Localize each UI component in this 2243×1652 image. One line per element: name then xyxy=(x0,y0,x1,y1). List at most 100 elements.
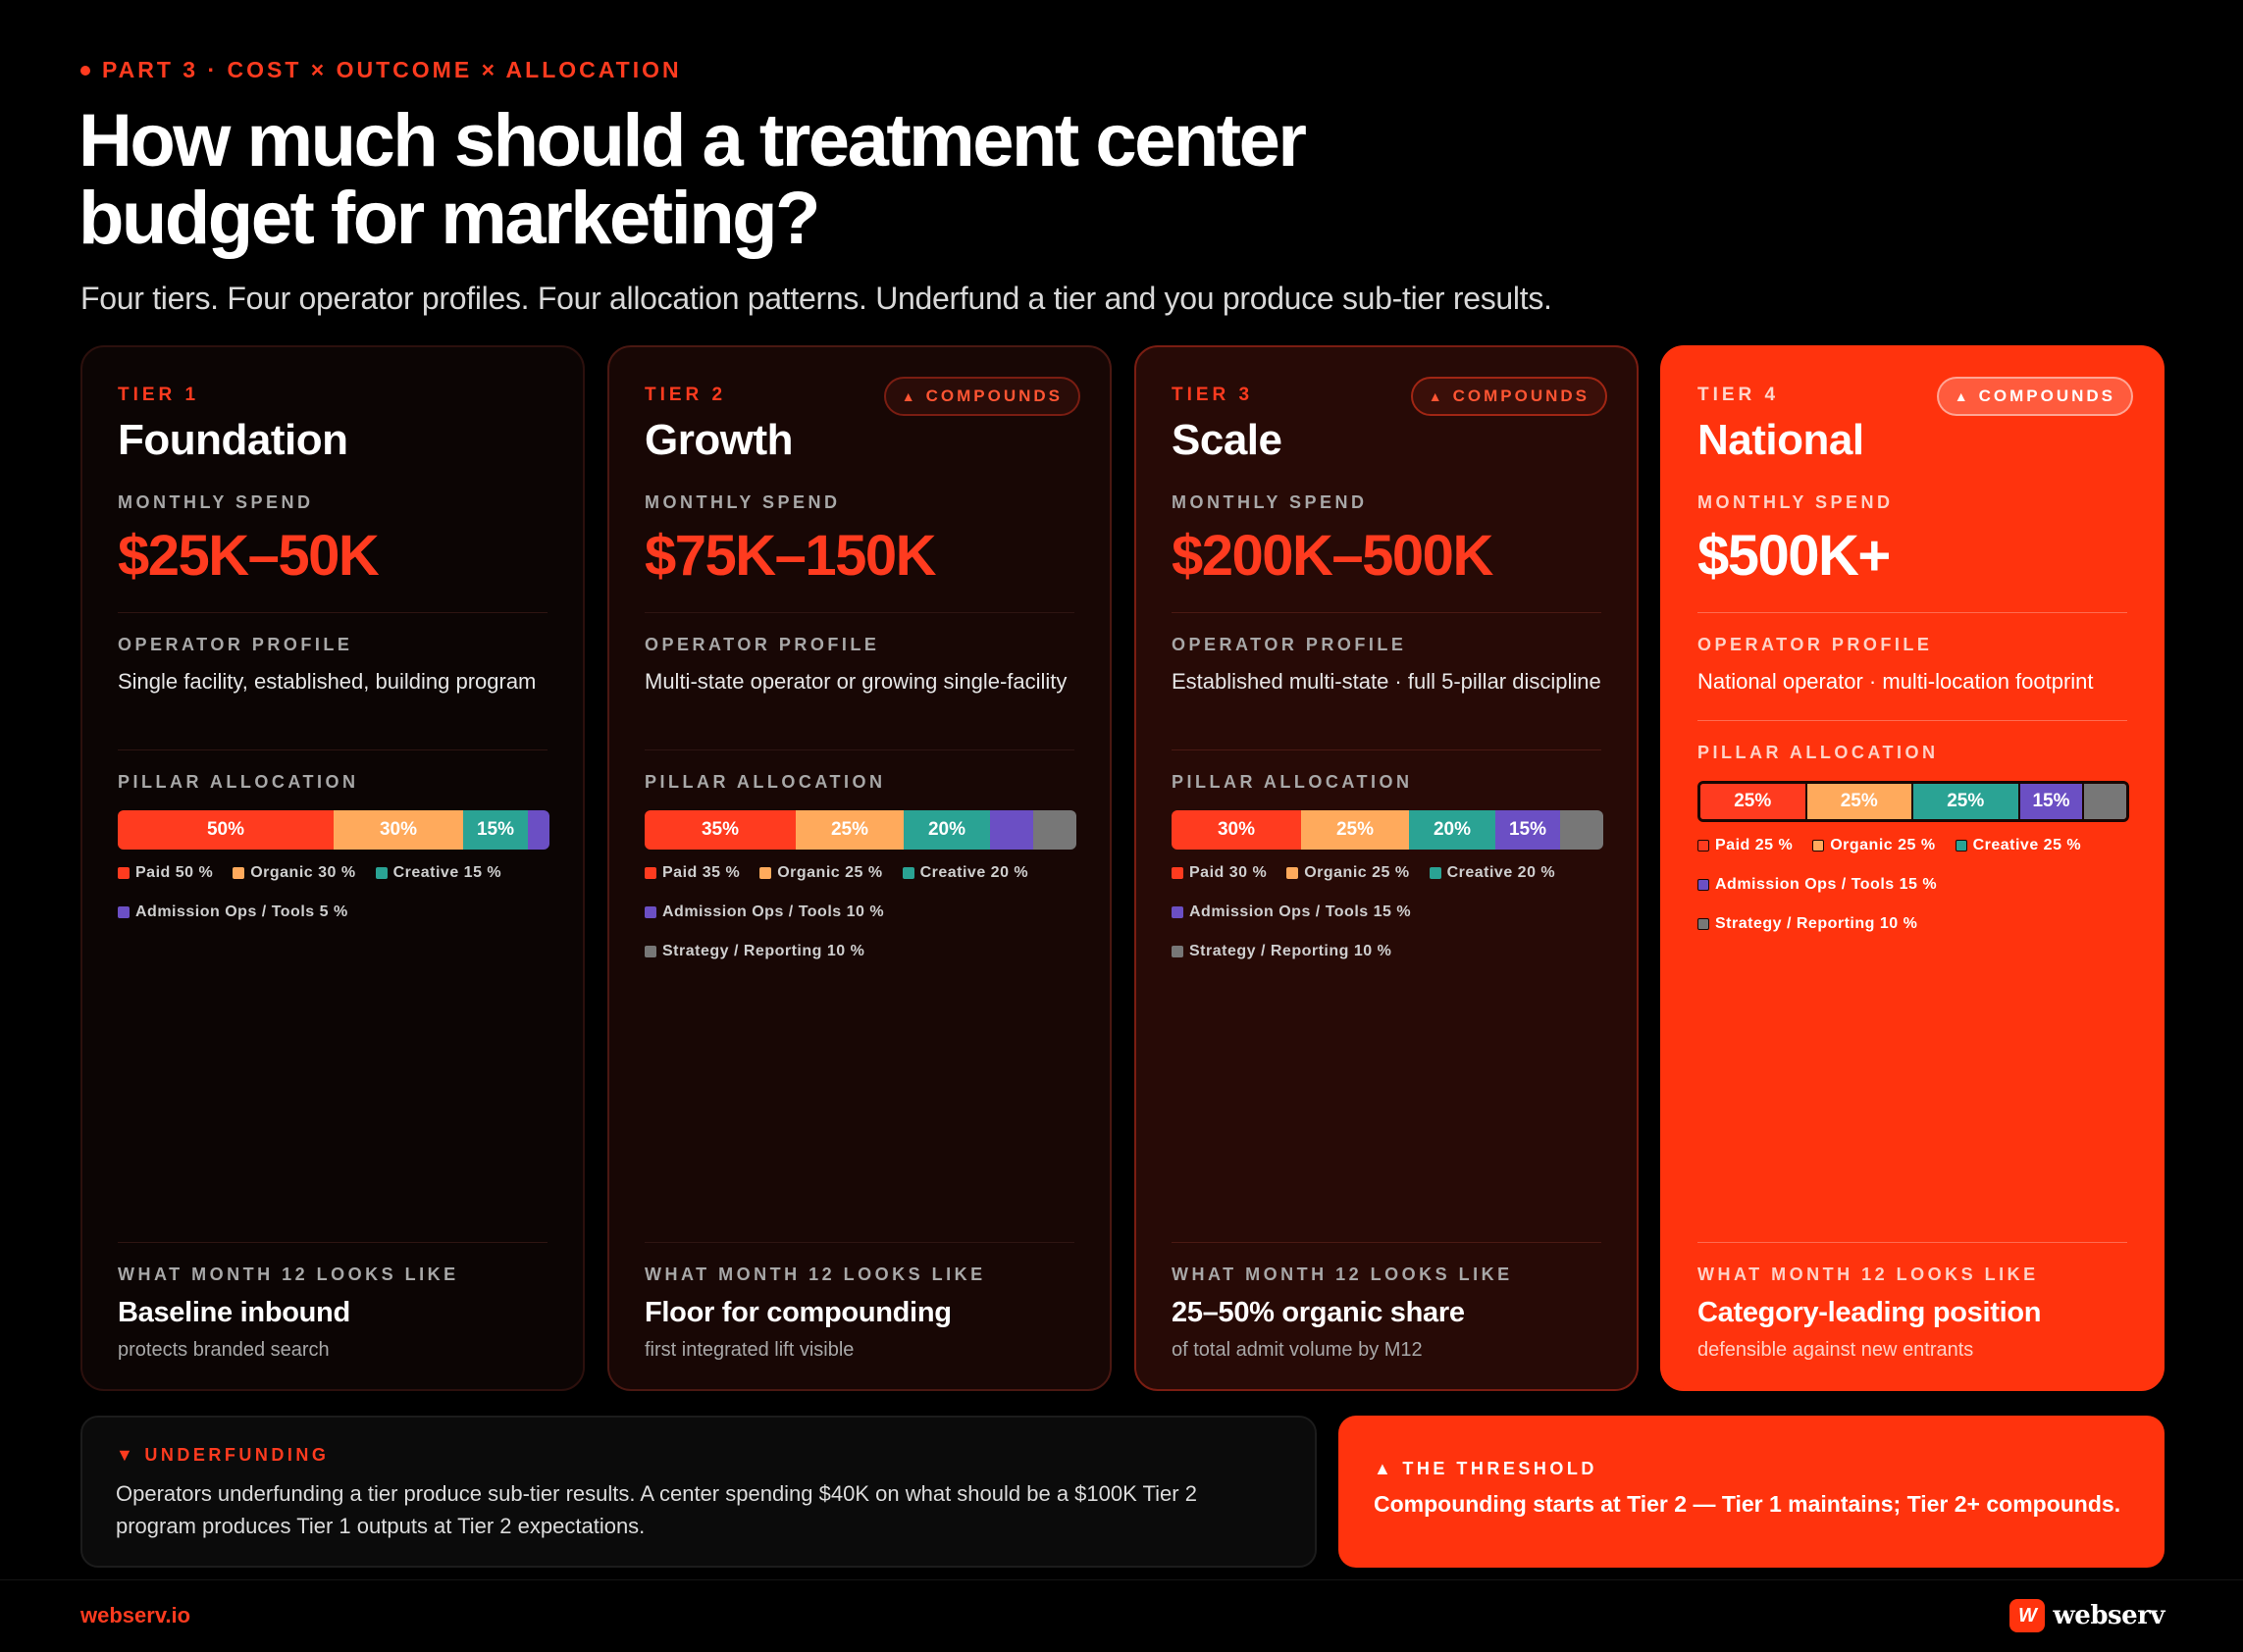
legend-swatch-icon xyxy=(645,946,656,957)
threshold-label: ▲ THE THRESHOLD xyxy=(1374,1459,2129,1479)
monthly-spend-value: $200K–500K xyxy=(1172,524,1493,588)
legend-label: Organic 30 % xyxy=(250,864,356,881)
month12-label: WHAT MONTH 12 LOOKS LIKE xyxy=(645,1265,986,1284)
divider xyxy=(1697,612,2127,613)
allocation-segment-admission xyxy=(528,810,549,850)
legend-label: Paid 25 % xyxy=(1715,837,1794,853)
legend-swatch-icon xyxy=(645,906,656,918)
divider xyxy=(1172,749,1601,750)
legend-item-organic: Organic 30 % xyxy=(233,863,355,883)
allocation-segment-admission xyxy=(990,810,1033,850)
legend-item-paid: Paid 50 % xyxy=(118,863,213,883)
legend-label: Admission Ops / Tools 5 % xyxy=(135,903,348,920)
month12-title: Floor for compounding xyxy=(645,1297,952,1328)
legend-label: Admission Ops / Tools 15 % xyxy=(1189,903,1412,920)
legend-label: Strategy / Reporting 10 % xyxy=(1189,943,1392,959)
legend-label: Strategy / Reporting 10 % xyxy=(662,943,865,959)
legend-label: Admission Ops / Tools 15 % xyxy=(1715,876,1938,893)
legend-label: Creative 25 % xyxy=(1972,837,2082,853)
legend-item-creative: Creative 25 % xyxy=(1955,836,2082,855)
operator-profile-text: Multi-state operator or growing single-f… xyxy=(645,669,1068,694)
month12-section: WHAT MONTH 12 LOOKS LIKE Category-leadin… xyxy=(1697,1242,2127,1362)
legend-item-organic: Organic 25 % xyxy=(1812,836,1935,855)
compounds-badge-label: COMPOUNDS xyxy=(1978,387,2115,405)
legend-swatch-icon xyxy=(645,867,656,879)
monthly-spend-label: MONTHLY SPEND xyxy=(1697,492,1894,512)
month12-subtitle: first integrated lift visible xyxy=(645,1339,855,1361)
legend-item-admission: Admission Ops / Tools 10 % xyxy=(645,903,1076,922)
legend-item-strategy: Strategy / Reporting 10 % xyxy=(1172,942,1603,961)
legend-swatch-icon xyxy=(1172,946,1183,957)
tier-name: Foundation xyxy=(118,416,348,464)
footer-url-link[interactable]: webserv.io xyxy=(80,1603,191,1627)
legend-swatch-icon xyxy=(1172,906,1183,918)
month12-label: WHAT MONTH 12 LOOKS LIKE xyxy=(118,1265,459,1284)
page-title: How much should a treatment center budge… xyxy=(78,99,1307,260)
allocation-bar: 50% 30% 15% xyxy=(118,810,549,850)
legend-item-paid: Paid 30 % xyxy=(1172,863,1267,883)
tier-label: TIER 1 xyxy=(118,385,200,405)
month12-subtitle: protects branded search xyxy=(118,1339,330,1361)
triangle-down-icon: ▼ xyxy=(116,1445,137,1465)
legend-item-admission: Admission Ops / Tools 15 % xyxy=(1697,875,2129,895)
legend-label: Strategy / Reporting 10 % xyxy=(1715,915,1918,932)
underfunding-panel: ▼ UNDERFUNDING Operators underfunding a … xyxy=(80,1416,1317,1568)
page-subtitle: Four tiers. Four operator profiles. Four… xyxy=(80,281,1552,316)
monthly-spend-value: $75K–150K xyxy=(645,524,937,588)
tier-label: TIER 4 xyxy=(1697,385,1780,405)
legend-swatch-icon xyxy=(1812,840,1825,852)
tier-card-2: ▲ COMPOUNDS TIER 2 Growth MONTHLY SPEND … xyxy=(607,345,1112,1391)
allocation-segment-admission: 15% xyxy=(1495,810,1560,850)
legend-swatch-icon xyxy=(1697,840,1709,852)
legend-label: Creative 20 % xyxy=(919,864,1029,881)
divider xyxy=(645,749,1074,750)
legend-swatch-icon xyxy=(1429,867,1441,879)
legend-label: Paid 35 % xyxy=(662,864,741,881)
allocation-bar: 35% 25% 20% xyxy=(645,810,1076,850)
legend-swatch-icon xyxy=(1172,867,1183,879)
allocation-segment-strategy xyxy=(1560,810,1603,850)
divider xyxy=(118,749,548,750)
allocation-segment-organic: 25% xyxy=(1806,784,1913,819)
legend-label: Admission Ops / Tools 10 % xyxy=(662,903,885,920)
eyebrow: PART 3 · COST × OUTCOME × ALLOCATION xyxy=(80,57,682,83)
monthly-spend-value: $500K+ xyxy=(1697,524,1891,588)
month12-title: 25–50% organic share xyxy=(1172,1297,1465,1328)
underfunding-label: ▼ UNDERFUNDING xyxy=(116,1445,1281,1466)
compounds-badge-label: COMPOUNDS xyxy=(925,387,1063,405)
legend-swatch-icon xyxy=(1697,879,1709,891)
legend-item-organic: Organic 25 % xyxy=(759,863,882,883)
compounds-badge-label: COMPOUNDS xyxy=(1452,387,1590,405)
allocation-legend: Paid 25 % Organic 25 % Creative 25 % Admiss… xyxy=(1697,836,2129,934)
month12-title: Category-leading position xyxy=(1697,1297,2042,1328)
legend-swatch-icon xyxy=(375,867,388,879)
legend-label: Paid 50 % xyxy=(135,864,214,881)
month12-label: WHAT MONTH 12 LOOKS LIKE xyxy=(1172,1265,1513,1284)
legend-item-strategy: Strategy / Reporting 10 % xyxy=(1697,914,2129,934)
underfunding-label-text: UNDERFUNDING xyxy=(144,1445,330,1465)
month12-section: WHAT MONTH 12 LOOKS LIKE Baseline inboun… xyxy=(118,1242,548,1362)
legend-label: Creative 15 % xyxy=(392,864,502,881)
divider xyxy=(118,612,548,613)
legend-item-creative: Creative 15 % xyxy=(375,863,502,883)
legend-item-paid: Paid 35 % xyxy=(645,863,740,883)
legend-item-creative: Creative 20 % xyxy=(902,863,1029,883)
divider xyxy=(118,1242,548,1243)
legend-label: Organic 25 % xyxy=(1830,837,1936,853)
pillar-allocation-label: PILLAR ALLOCATION xyxy=(1172,772,1413,792)
legend-label: Paid 30 % xyxy=(1189,864,1268,881)
operator-profile-label: OPERATOR PROFILE xyxy=(1172,635,1407,654)
legend-label: Creative 20 % xyxy=(1446,864,1556,881)
webserv-logo-icon: W xyxy=(2009,1599,2046,1632)
tier-label: TIER 2 xyxy=(645,385,727,405)
allocation-bar: 25% 25% 25% 15% xyxy=(1697,781,2129,822)
triangle-up-icon: ▲ xyxy=(901,388,918,404)
legend-label: Organic 25 % xyxy=(777,864,883,881)
allocation-segment-paid: 25% xyxy=(1700,784,1807,819)
divider xyxy=(1172,612,1601,613)
tier-name: National xyxy=(1697,416,1864,464)
allocation-segment-organic: 25% xyxy=(796,810,904,850)
divider xyxy=(1697,1242,2127,1243)
legend-item-creative: Creative 20 % xyxy=(1429,863,1556,883)
operator-profile-label: OPERATOR PROFILE xyxy=(1697,635,1933,654)
